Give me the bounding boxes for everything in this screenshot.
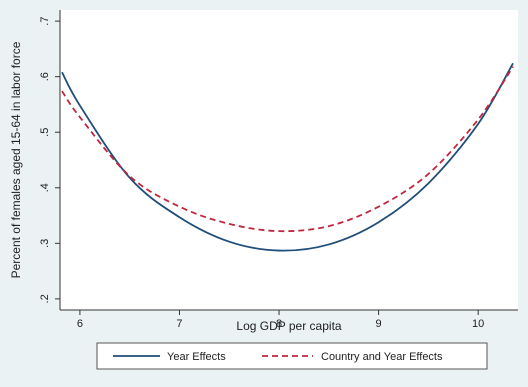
- x-tick-label: 9: [376, 318, 382, 330]
- y-tick-label: .4: [39, 183, 51, 192]
- x-axis-label: Log GDP per capita: [236, 319, 342, 333]
- y-tick-label: .3: [39, 239, 51, 248]
- y-tick-label: .6: [39, 72, 51, 81]
- series-line-country-year-effects: [61, 66, 514, 233]
- legend-label-country-year-effects: Country and Year Effects: [321, 351, 443, 363]
- series-line-year-effects: [61, 62, 514, 252]
- legend-label-year-effects: Year Effects: [167, 351, 226, 363]
- x-tick-label: 7: [176, 318, 182, 330]
- y-tick-label: .7: [39, 17, 51, 26]
- legend: Year Effects Country and Year Effects: [96, 342, 488, 370]
- y-tick-label: .2: [39, 294, 51, 303]
- y-axis-label: Percent of females aged 15-64 in labor f…: [9, 41, 23, 278]
- x-tick-label: 10: [472, 318, 484, 330]
- y-tick-label: .5: [39, 128, 51, 137]
- x-tick-label: 8: [276, 318, 282, 330]
- x-tick-label: 6: [77, 318, 83, 330]
